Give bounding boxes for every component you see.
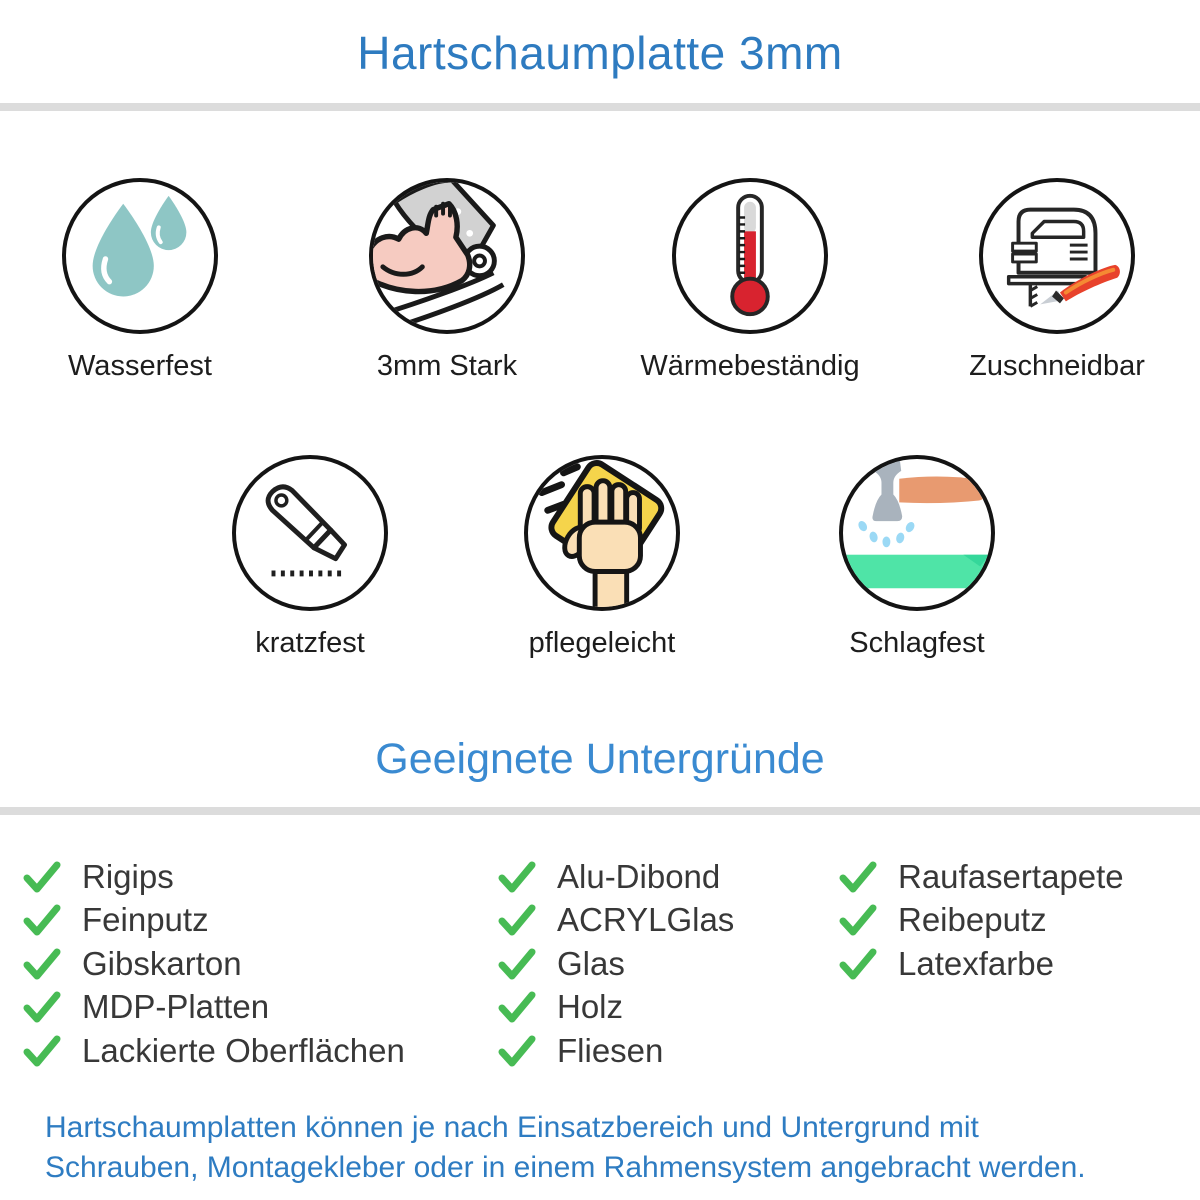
feature-label: Zuschneidbar — [969, 350, 1145, 382]
substrate-column-1: Rigips Feinputz Gibskarton MDP-Platten L… — [22, 855, 405, 1073]
hand-wiping-sponge-icon — [524, 455, 680, 611]
jigsaw-and-cutter-icon — [979, 178, 1135, 334]
feature-pflegeleicht: pflegeleicht — [442, 455, 762, 660]
check-icon — [498, 991, 536, 1023]
divider — [0, 807, 1200, 815]
water-drops-icon — [62, 178, 218, 334]
feature-label: 3mm Stark — [376, 350, 518, 382]
footer-note: Hartschaumplatten können je nach Einsatz… — [45, 1108, 1175, 1188]
check-icon — [839, 948, 877, 979]
check-icon — [498, 1035, 536, 1066]
substrate-label: ACRYLGlas — [557, 901, 735, 938]
feature-waermebestaendig: Wärmebeständig — [590, 178, 910, 383]
substrate-item: Raufasertapete — [838, 855, 1124, 898]
substrate-label: Raufasertapete — [898, 857, 1124, 895]
check-icon — [498, 861, 536, 892]
feature-label: Wärmebeständig — [640, 350, 860, 382]
feature-label: Wasserfest — [68, 350, 212, 382]
feature-label: pflegeleicht — [528, 627, 676, 659]
hammer-impact-icon — [839, 455, 995, 611]
substrate-item: Alu-Dibond — [497, 855, 734, 898]
substrate-item: Feinputz — [22, 899, 405, 942]
feature-zuschneidbar: Zuschneidbar — [897, 178, 1200, 383]
substrate-label: Feinputz — [82, 901, 209, 938]
divider — [0, 103, 1200, 111]
substrate-item: Reibeputz — [838, 899, 1124, 942]
check-icon — [23, 861, 61, 892]
substrate-item: Fliesen — [497, 1029, 734, 1072]
substrate-item: Gibskarton — [22, 942, 405, 985]
feature-3mm-stark: 3mm Stark — [287, 178, 607, 383]
substrate-item: Glas — [497, 942, 734, 985]
page-title: Hartschaumplatte 3mm — [357, 27, 843, 79]
substrate-label: Rigips — [82, 857, 174, 895]
check-icon — [839, 904, 877, 936]
check-icon — [23, 948, 61, 979]
check-icon — [23, 904, 61, 936]
substrate-label: Lackierte Oberflächen — [82, 1031, 405, 1069]
utility-knife-icon — [232, 455, 388, 611]
substrate-item: Rigips — [22, 855, 405, 898]
substrate-column-3: Raufasertapete Reibeputz Latexfarbe — [838, 855, 1124, 986]
substrate-label: Alu-Dibond — [557, 857, 721, 895]
check-icon — [498, 948, 536, 979]
substrate-item: Latexfarbe — [838, 942, 1124, 985]
substrate-label: Glas — [557, 944, 625, 982]
check-icon — [498, 904, 536, 936]
feature-kratzfest: kratzfest — [150, 455, 470, 660]
section-title: Geeignete Untergründe — [375, 735, 825, 783]
substrate-label: Fliesen — [557, 1031, 664, 1069]
check-icon — [23, 1035, 61, 1066]
flexed-arm-foam-roll-icon — [369, 178, 525, 334]
substrate-label: Holz — [557, 988, 624, 1025]
substrate-item: Lackierte Oberflächen — [22, 1029, 405, 1072]
substrate-item: MDP-Platten — [22, 986, 405, 1029]
substrate-label: MDP-Platten — [82, 988, 270, 1025]
footer-line-2: Schrauben, Montagekleber oder in einem R… — [45, 1151, 1086, 1184]
substrate-label: Gibskarton — [82, 944, 242, 982]
feature-label: kratzfest — [255, 627, 365, 659]
substrate-label: Latexfarbe — [898, 944, 1054, 982]
check-icon — [839, 861, 877, 892]
substrate-label: Reibeputz — [898, 901, 1047, 938]
footer-line-1: Hartschaumplatten können je nach Einsatz… — [45, 1111, 979, 1144]
check-icon — [23, 991, 61, 1023]
feature-wasserfest: Wasserfest — [0, 178, 300, 383]
thermometer-icon — [672, 178, 828, 334]
feature-schlagfest: Schlagfest — [757, 455, 1077, 660]
substrate-item: ACRYLGlas — [497, 899, 734, 942]
feature-label: Schlagfest — [849, 627, 985, 659]
substrate-column-2: Alu-Dibond ACRYLGlas Glas Holz Fliesen — [497, 855, 734, 1073]
substrate-item: Holz — [497, 986, 734, 1029]
